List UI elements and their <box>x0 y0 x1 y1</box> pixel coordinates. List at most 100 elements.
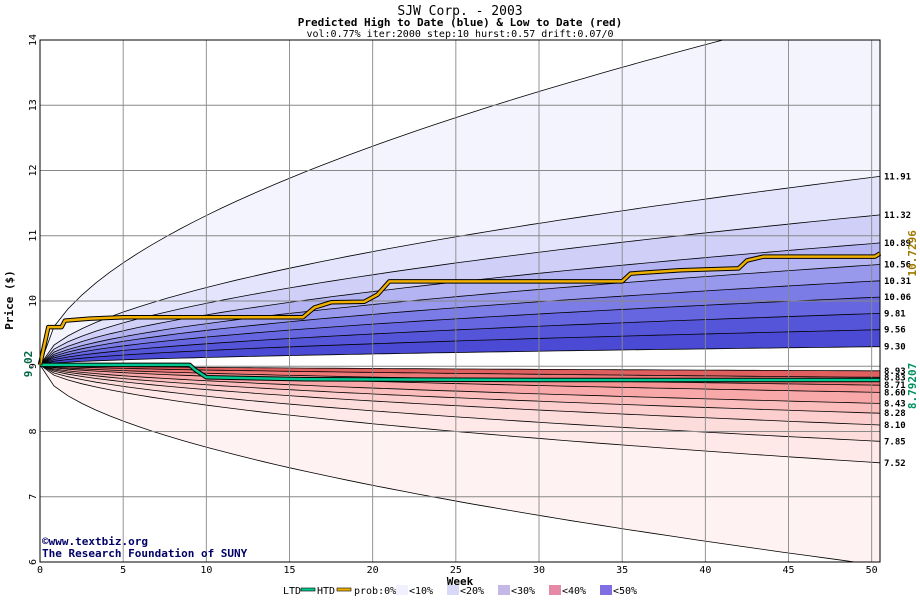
low-band-edge-7 <box>40 364 880 442</box>
low-band-4 <box>40 364 880 414</box>
y-tick-label-2: 8 <box>28 428 39 434</box>
high-end-label-0: 11.91 <box>884 172 911 182</box>
legend-level-label-3: <40% <box>562 586 586 597</box>
y-tick-label-5: 11 <box>28 230 39 242</box>
high-band-0 <box>40 40 880 365</box>
legend-level-label-2: <30% <box>511 586 535 597</box>
low-band-2 <box>40 364 880 393</box>
band-group <box>40 40 880 562</box>
y-tick-label-8: 14 <box>28 34 39 46</box>
chart-subtitle: Predicted High to Date (blue) & Low to D… <box>298 16 623 29</box>
high-end-label-5: 10.06 <box>884 293 911 303</box>
legend-level-swatch-1 <box>447 585 459 595</box>
low-band-edge-9 <box>40 364 859 562</box>
legend-htd-swatch <box>336 587 352 592</box>
low-band-edge-1 <box>40 364 880 378</box>
start-price-label: 9.02 <box>22 351 35 378</box>
high-end-label-1: 11.32 <box>884 211 911 221</box>
x-tick-label-10: 50 <box>866 565 878 576</box>
high-band-edge-5 <box>40 280 880 366</box>
htd-series-line <box>38 252 881 366</box>
high-band-edge-9 <box>40 346 880 366</box>
low-end-label-0: 8.93 <box>884 367 906 377</box>
x-tick-label-5: 25 <box>450 565 462 576</box>
y-tick-label-6: 12 <box>28 164 39 176</box>
x-tick-label-9: 45 <box>782 565 794 576</box>
legend-htd-label: HTD <box>317 586 335 597</box>
high-band-1 <box>40 176 880 365</box>
low-end-label-3: 8.60 <box>884 388 906 398</box>
credits: ©www.textbiz.org The Research Foundation… <box>42 535 248 560</box>
legend: LTD HTD prob:0% <10% <20% <30% <40% <50% <box>283 585 637 597</box>
plot-frame <box>39 39 881 563</box>
legend-level-label-0: <10% <box>409 586 433 597</box>
high-band-2 <box>40 214 880 365</box>
low-end-label-1: 8.83 <box>884 373 906 383</box>
high-band-5 <box>40 280 880 365</box>
chart-title: SJW Corp. - 2003 <box>397 4 522 19</box>
high-end-label-2: 10.89 <box>884 239 911 249</box>
legend-level-swatch-2 <box>498 585 510 595</box>
y-tick-label-0: 6 <box>28 559 39 565</box>
high-band-edge-0 <box>40 40 725 366</box>
x-axis-title: Week <box>447 575 474 588</box>
htd-end-label: 10.7296 <box>906 230 919 277</box>
credit-org: The Research Foundation of SUNY <box>42 547 248 560</box>
x-tick-label-4: 20 <box>367 565 379 576</box>
low-end-label-6: 8.10 <box>884 421 906 431</box>
low-band-edge-5 <box>40 364 880 414</box>
credit-url: ©www.textbiz.org <box>42 535 148 548</box>
high-band-edge-8 <box>40 329 880 366</box>
high-band-7 <box>40 313 880 365</box>
high-end-label-8: 9.30 <box>884 343 906 353</box>
low-end-label-8: 7.52 <box>884 459 906 469</box>
low-end-label-5: 8.28 <box>884 409 906 419</box>
low-end-label-2: 8.71 <box>884 381 906 391</box>
high-end-label-6: 9.81 <box>884 309 906 319</box>
right-labels: 11.91 11.32 10.89 10.56 10.31 10.06 9.81 9.56 9.… <box>884 172 919 468</box>
low-band-5 <box>40 364 880 425</box>
low-band-edge-6 <box>40 364 880 426</box>
low-end-label-4: 8.43 <box>884 399 906 409</box>
low-band-edge-4 <box>40 364 880 404</box>
chart-params: vol:0.77% iter:2000 step:10 hurst:0.57 d… <box>306 29 613 40</box>
y-tick-label-3: 9 <box>28 363 39 369</box>
high-band-edge-6 <box>40 296 880 366</box>
y-tick-label-1: 7 <box>28 494 39 500</box>
low-end-label-7: 7.85 <box>884 437 906 447</box>
high-band-3 <box>40 242 880 365</box>
low-band-7 <box>40 364 880 463</box>
copyright-icon: © <box>42 535 49 548</box>
x-tick-label-0: 0 <box>37 565 43 576</box>
plot-area: 0 5 10 15 20 25 30 35 40 45 506789101112131411.911… <box>28 34 919 576</box>
y-tick-label-7: 13 <box>28 99 39 111</box>
legend-ltd-swatch <box>300 587 316 592</box>
x-tick-label-8: 40 <box>699 565 711 576</box>
credit-url-text: www.textbiz.org <box>49 535 148 548</box>
high-band-6 <box>40 297 880 365</box>
x-tick-label-2: 10 <box>200 565 212 576</box>
low-band-8 <box>40 364 880 562</box>
high-band-edge-2 <box>40 214 880 366</box>
legend-level-label-1: <20% <box>460 586 484 597</box>
legend-prob-label: prob:0% <box>354 586 396 597</box>
x-tick-label-7: 35 <box>616 565 628 576</box>
ltd-series-line <box>40 363 880 382</box>
legend-ltd-label: LTD <box>283 586 301 597</box>
low-band-edge-3 <box>40 364 880 393</box>
legend-level-swatch-4 <box>600 585 612 595</box>
legend-level-swatch-0 <box>396 585 408 595</box>
y-tick-label-4: 10 <box>28 295 39 307</box>
high-end-label-3: 10.56 <box>884 260 911 270</box>
x-tick-label-1: 5 <box>120 565 126 576</box>
high-end-label-4: 10.31 <box>884 277 911 287</box>
low-band-6 <box>40 364 880 442</box>
legend-level-label-4: <50% <box>613 586 637 597</box>
legend-level-swatch-3 <box>549 585 561 595</box>
low-band-3 <box>40 364 880 404</box>
high-end-label-7: 9.56 <box>884 326 906 336</box>
x-tick-label-6: 30 <box>533 565 545 576</box>
y-axis-title: Price ($) <box>3 270 16 330</box>
high-band-edge-4 <box>40 264 880 366</box>
